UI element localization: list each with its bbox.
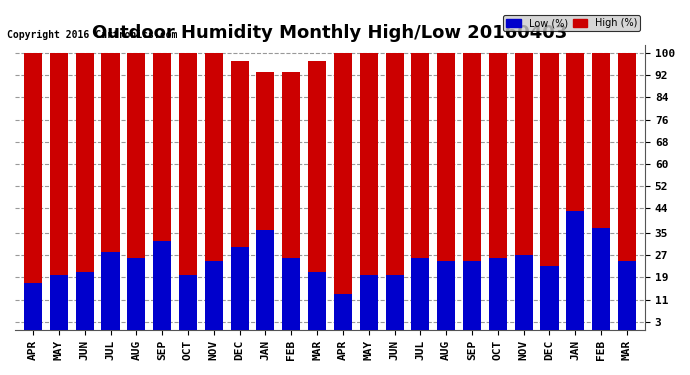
Bar	[566, 211, 584, 330]
Bar	[592, 53, 610, 330]
Bar	[386, 53, 404, 330]
Bar	[205, 53, 223, 330]
Bar	[489, 258, 507, 330]
Bar	[179, 274, 197, 330]
Bar	[411, 53, 429, 330]
Bar	[437, 261, 455, 330]
Legend: Low (%), High (%): Low (%), High (%)	[503, 15, 640, 31]
Bar	[463, 261, 481, 330]
Bar	[282, 72, 300, 330]
Bar	[618, 53, 636, 330]
Bar	[76, 53, 94, 330]
Text: Copyright 2016 Cartronics.com: Copyright 2016 Cartronics.com	[7, 30, 177, 39]
Bar	[153, 53, 171, 330]
Bar	[179, 53, 197, 330]
Bar	[540, 266, 558, 330]
Bar	[437, 53, 455, 330]
Bar	[308, 272, 326, 330]
Bar	[50, 274, 68, 330]
Bar	[230, 62, 248, 330]
Bar	[489, 53, 507, 330]
Bar	[411, 258, 429, 330]
Bar	[334, 294, 352, 330]
Bar	[359, 53, 378, 330]
Bar	[334, 53, 352, 330]
Bar	[50, 53, 68, 330]
Bar	[386, 274, 404, 330]
Bar	[515, 255, 533, 330]
Bar	[308, 62, 326, 330]
Bar	[257, 72, 275, 330]
Bar	[101, 252, 119, 330]
Bar	[359, 274, 378, 330]
Title: Outdoor Humidity Monthly High/Low 20160403: Outdoor Humidity Monthly High/Low 201604…	[92, 24, 568, 42]
Bar	[463, 53, 481, 330]
Bar	[76, 272, 94, 330]
Bar	[24, 53, 42, 330]
Bar	[257, 230, 275, 330]
Bar	[540, 53, 558, 330]
Bar	[230, 247, 248, 330]
Bar	[282, 258, 300, 330]
Bar	[592, 228, 610, 330]
Bar	[515, 53, 533, 330]
Bar	[205, 261, 223, 330]
Bar	[24, 283, 42, 330]
Bar	[128, 258, 146, 330]
Bar	[128, 53, 146, 330]
Bar	[153, 242, 171, 330]
Bar	[566, 53, 584, 330]
Bar	[618, 261, 636, 330]
Bar	[101, 53, 119, 330]
